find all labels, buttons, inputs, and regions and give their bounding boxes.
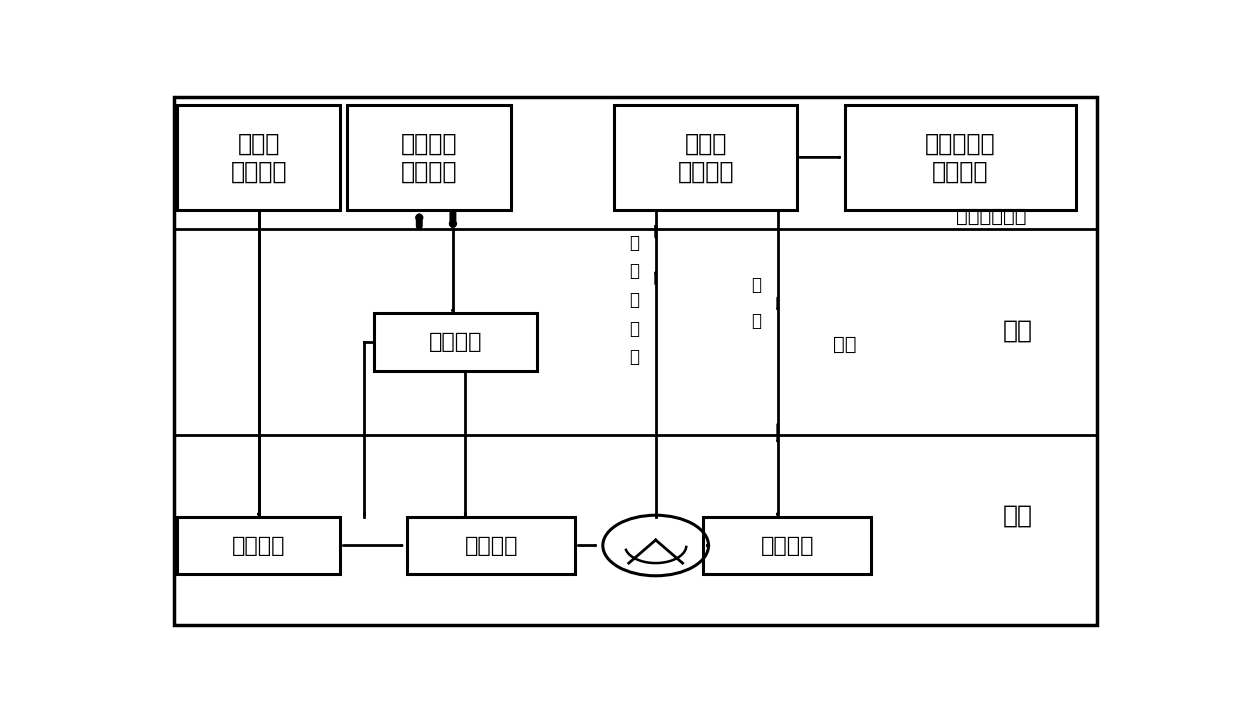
Text: 气液固
分离装置: 气液固 分离装置 — [677, 132, 734, 183]
Text: 海水引射: 海水引射 — [429, 332, 482, 352]
Bar — [407, 517, 575, 574]
Bar — [347, 105, 511, 209]
Text: 海水: 海水 — [1003, 319, 1033, 342]
Bar — [844, 105, 1075, 209]
Text: 化: 化 — [630, 262, 640, 280]
Text: 天然气处理
液化外输: 天然气处理 液化外输 — [925, 132, 996, 183]
Text: 海床: 海床 — [1003, 503, 1033, 527]
Text: 水面支持系统: 水面支持系统 — [956, 207, 1027, 227]
Text: 泵送提升: 泵送提升 — [760, 536, 815, 556]
Text: 泥沙: 泥沙 — [833, 335, 857, 354]
Bar — [177, 105, 341, 209]
Text: 海: 海 — [751, 276, 761, 294]
Text: 合: 合 — [630, 320, 640, 337]
Text: 海水提升
注入系统: 海水提升 注入系统 — [401, 132, 458, 183]
Bar — [177, 517, 341, 574]
Text: 粉碎研磨: 粉碎研磨 — [465, 536, 518, 556]
Text: 物: 物 — [630, 348, 640, 366]
Text: 水: 水 — [751, 312, 761, 330]
Bar — [614, 105, 797, 209]
Text: 动力及
监控系统: 动力及 监控系统 — [231, 132, 286, 183]
Text: 流: 流 — [630, 234, 640, 252]
Text: 水: 水 — [630, 291, 640, 309]
Text: 机械采掘: 机械采掘 — [232, 536, 285, 556]
Bar — [374, 313, 537, 370]
Bar — [703, 517, 872, 574]
